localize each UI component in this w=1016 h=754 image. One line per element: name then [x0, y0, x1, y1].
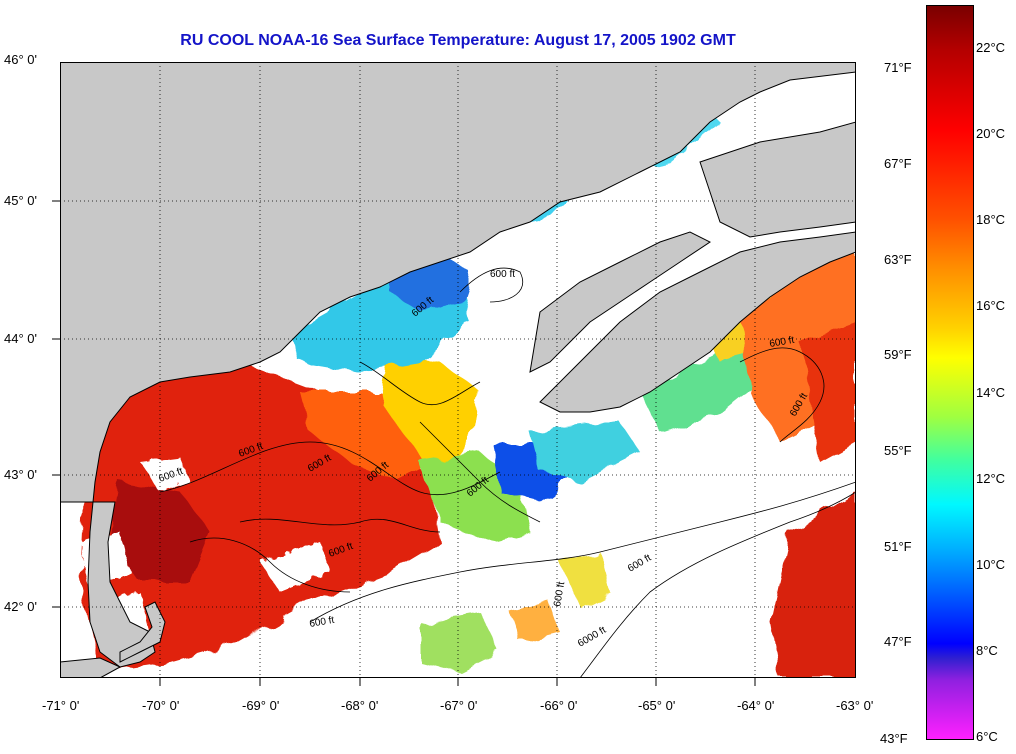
- colorbar-label-20c: 20°C: [976, 126, 1006, 141]
- colorbar-label-71f: 71°F: [884, 60, 912, 75]
- colorbar-label-43f: 43°F: [880, 731, 908, 746]
- land-cape-cod: [119, 601, 166, 663]
- contour-label-600: 600 ft: [552, 581, 567, 608]
- colorbar-label-63f: 63°F: [884, 252, 912, 267]
- colorbar-label-67f: 67°F: [884, 156, 912, 171]
- colorbar-label-16c: 16°C: [976, 298, 1006, 313]
- sst-yellow-south: [560, 552, 610, 607]
- colorbar-label-10c: 10°C: [976, 557, 1006, 572]
- colorbar-label-47f: 47°F: [884, 634, 912, 649]
- lon-label-71: -71° 0': [42, 698, 80, 713]
- sst-red-se: [770, 492, 856, 678]
- map-border: [60, 62, 856, 678]
- sst-orange-south: [510, 602, 560, 642]
- sst-very-warm-core: [110, 482, 210, 582]
- lon-label-63: -63° 0': [836, 698, 874, 713]
- land-ns-southwest: [529, 231, 711, 373]
- contour-label-600: 600 ft: [490, 269, 515, 280]
- lon-label-68: -68° 0': [341, 698, 379, 713]
- tick-marks: [52, 200, 756, 686]
- contour-600ft: [159, 441, 501, 496]
- colorbar-label-8c: 8°C: [976, 643, 998, 658]
- lat-label-43: 43° 0': [4, 467, 37, 482]
- lat-label-46: 46° 0': [4, 52, 37, 67]
- sst-map-canvas: 600 ft 600 ft 600 ft 600 ft 600 ft 600 f…: [60, 62, 856, 678]
- lon-label-67: -67° 0': [440, 698, 478, 713]
- lon-label-66: -66° 0': [540, 698, 578, 713]
- colorbar-label-59f: 59°F: [884, 347, 912, 362]
- colorbar-label-55f: 55°F: [884, 443, 912, 458]
- lon-label-65: -65° 0': [638, 698, 676, 713]
- lon-label-70: -70° 0': [142, 698, 180, 713]
- sst-cyan-mid: [530, 422, 640, 482]
- colorbar-label-51f: 51°F: [884, 539, 912, 554]
- contour-600ft: [419, 421, 541, 523]
- sst-green-south: [420, 612, 500, 672]
- contour-600ft: [459, 267, 523, 303]
- sst-red-ns: [800, 322, 856, 462]
- contour-label-600: 600 ft: [309, 615, 336, 630]
- contour-600ft: [739, 347, 825, 443]
- contour-label-600: 600 ft: [769, 335, 796, 350]
- map-title: RU COOL NOAA-16 Sea Surface Temperature:…: [180, 32, 736, 49]
- colorbar-label-22c: 22°C: [976, 40, 1006, 55]
- land-nova-scotia: [539, 231, 856, 413]
- lat-label-45: 45° 0': [4, 193, 37, 208]
- lat-label-44: 44° 0': [4, 331, 37, 346]
- sst-yellow-central: [380, 352, 480, 482]
- temperature-colorbar: [926, 5, 974, 740]
- sst-map: 600 ft 600 ft 600 ft 600 ft 600 ft 600 f…: [60, 62, 856, 678]
- colorbar-label-14c: 14°C: [976, 385, 1006, 400]
- contour-600ft: [309, 481, 856, 623]
- lon-label-69: -69° 0': [242, 698, 280, 713]
- colorbar-label-18c: 18°C: [976, 212, 1006, 227]
- graticule: [60, 62, 856, 678]
- colorbar-label-6c: 6°C: [976, 729, 998, 744]
- cloud-gap: [260, 542, 330, 592]
- colorbar-label-12c: 12°C: [976, 471, 1006, 486]
- land-long-island: [60, 657, 122, 678]
- lon-label-64: -64° 0': [737, 698, 775, 713]
- land: [60, 62, 856, 678]
- lat-label-42: 42° 0': [4, 599, 37, 614]
- contour-6000ft: [579, 491, 856, 678]
- cloud-gap: [140, 457, 190, 492]
- contour-600ft: [359, 361, 481, 406]
- contour-600ft: [189, 537, 351, 593]
- land-ns-north: [699, 121, 856, 238]
